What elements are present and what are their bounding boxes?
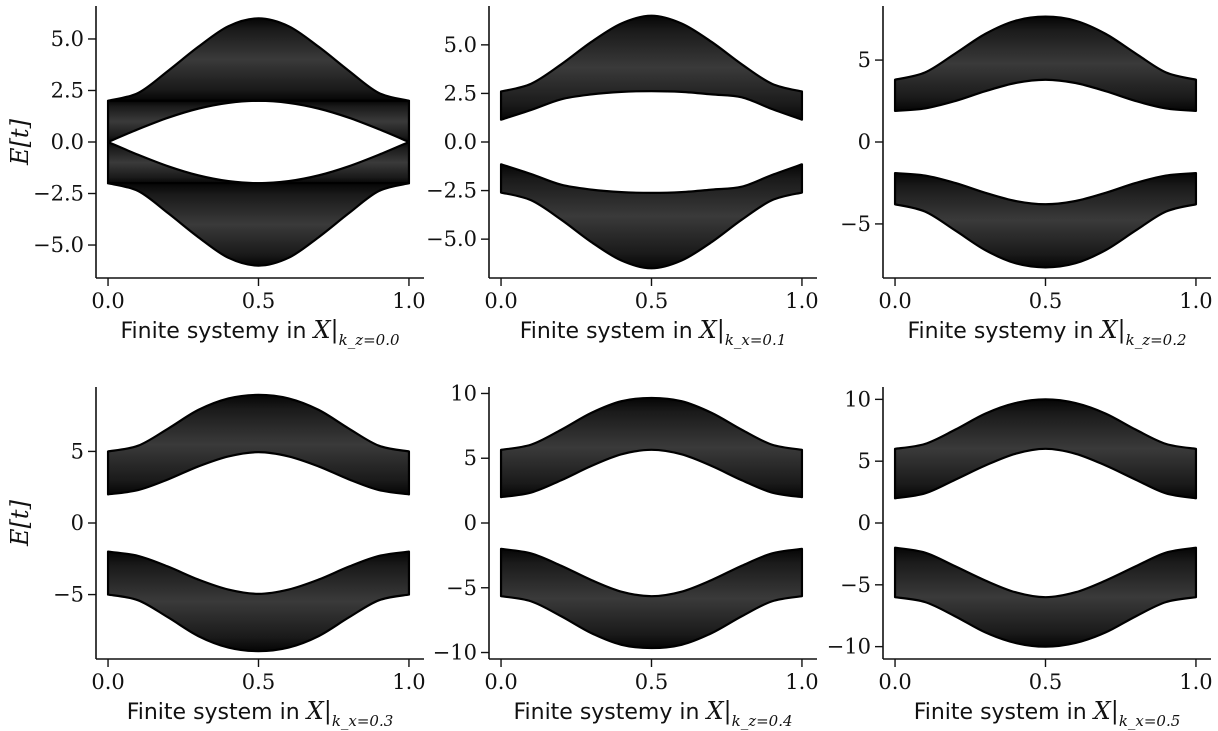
energy-band-6-2: [893, 546, 1198, 648]
y-tick-label: 0: [858, 130, 871, 154]
energy-band-1-4: [106, 182, 411, 267]
y-tick-label: 0: [464, 511, 477, 535]
energy-band-2-2: [499, 163, 804, 270]
y-tick-label: 5: [71, 439, 84, 463]
x-tick-label: 1.0: [785, 289, 818, 313]
x-tick-label: 0.0: [484, 289, 517, 313]
y-tick-label: 0.0: [51, 130, 84, 154]
energy-band-2-1: [499, 14, 804, 121]
subplot-2: 0.0 0.5 1.0 −5.0 −2.5 0.0 2.5 5.0 Finite system …: [426, 6, 819, 349]
y-tick-label: −5: [53, 583, 84, 607]
x-tick-label: 0.5: [1029, 289, 1062, 313]
x-tick-label: 0.0: [91, 670, 124, 694]
energy-band-4-2: [106, 550, 411, 653]
y-tick-label: 0: [858, 511, 871, 535]
x-tick-label: 0.5: [1029, 670, 1062, 694]
energy-band-5-1: [499, 396, 804, 499]
energy-band-5-2: [499, 547, 804, 650]
y-tick-label: −5.0: [33, 233, 84, 257]
x-tick-label: 0.0: [91, 289, 124, 313]
x-tick-label: 0.5: [242, 670, 275, 694]
x-axis-label: Finite system in X|k_x=0.3: [127, 697, 394, 730]
y-tick-label: 5: [858, 449, 871, 473]
x-axis-label: Finite systemy in X|k_z=0.4: [513, 697, 792, 730]
subplot-6: 0.0 0.5 1.0 −10 −5 0 5 10 Finite system in X|k_x…: [827, 387, 1213, 730]
y-tick-label: −5: [840, 573, 871, 597]
subplot-5: 0.0 0.5 1.0 −10 −5 0 5 10 Finite systemy in X|k_…: [433, 381, 819, 730]
y-tick-label: 5: [858, 48, 871, 72]
y-tick-label: 5.0: [51, 27, 84, 51]
x-tick-label: 0.0: [878, 670, 911, 694]
y-tick-label: 2.5: [51, 78, 84, 102]
energy-band-1-2: [106, 99, 411, 144]
x-axis-label: Finite system in X|k_x=0.1: [520, 316, 787, 349]
y-tick-label: 5.0: [444, 33, 477, 57]
y-axis-label: E[t]: [6, 118, 34, 166]
y-tick-label: −10: [827, 635, 871, 659]
y-tick-label: −10: [433, 641, 477, 665]
x-axis-label: Finite systemy in X|k_z=0.0: [120, 316, 400, 349]
x-tick-label: 0.5: [242, 289, 275, 313]
energy-band-1-3: [106, 140, 411, 185]
x-tick-label: 1.0: [1179, 289, 1212, 313]
subplot-1: 0.0 0.5 1.0 −5.0 −2.5 0.0 2.5 5.0 Finite systemy…: [6, 6, 426, 349]
y-tick-label: −5.0: [426, 227, 477, 251]
y-tick-label: −5: [446, 576, 477, 600]
x-tick-label: 0.0: [878, 289, 911, 313]
x-tick-label: 1.0: [785, 670, 818, 694]
energy-band-4-1: [106, 393, 411, 496]
x-axis-label: Finite systemy in X|k_z=0.2: [907, 316, 1186, 349]
subplot-3: 0.0 0.5 1.0 −5 0 5 Finite systemy in X|k_z=0.2: [840, 6, 1213, 349]
energy-band-3-2: [893, 172, 1198, 269]
y-tick-label: 0.0: [444, 130, 477, 154]
y-tick-label: 5: [464, 446, 477, 470]
energy-band-3-1: [893, 15, 1198, 112]
y-tick-label: −2.5: [33, 182, 84, 206]
x-tick-label: 1.0: [1179, 670, 1212, 694]
energy-band-1-1: [106, 17, 411, 102]
x-tick-label: 1.0: [392, 289, 425, 313]
x-axis-label: Finite system in X|k_x=0.5: [914, 697, 1181, 730]
y-tick-label: 2.5: [444, 81, 477, 105]
x-tick-label: 0.5: [635, 289, 668, 313]
y-tick-label: 10: [844, 387, 871, 411]
subplot-4: 0.0 0.5 1.0 −5 0 5 Finite system in X|k_x=0.3 E…: [6, 387, 426, 730]
x-tick-label: 0.0: [484, 670, 517, 694]
y-tick-label: 0: [71, 511, 84, 535]
y-tick-label: −2.5: [426, 179, 477, 203]
y-tick-label: 10: [450, 381, 477, 405]
energy-band-6-1: [893, 398, 1198, 500]
x-tick-label: 0.5: [635, 670, 668, 694]
x-tick-label: 1.0: [392, 670, 425, 694]
y-tick-label: −5: [840, 212, 871, 236]
y-axis-label: E[t]: [6, 499, 34, 547]
